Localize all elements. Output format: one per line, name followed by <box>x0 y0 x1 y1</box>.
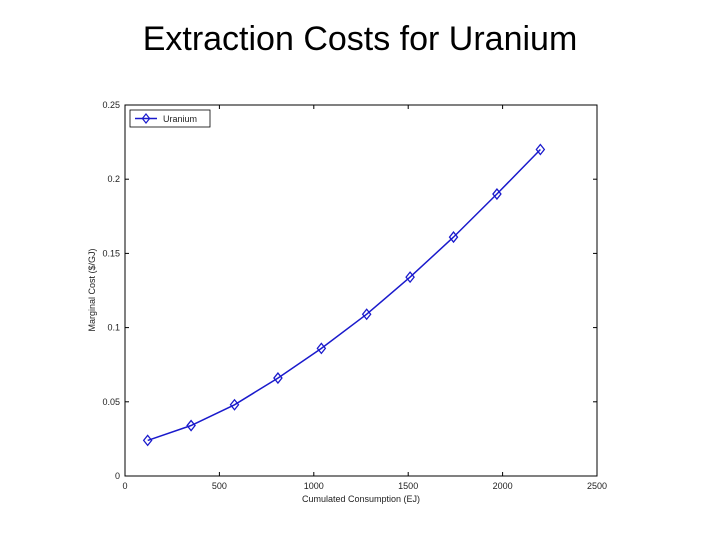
data-point <box>448 231 459 244</box>
y-tick-label: 0.25 <box>102 100 120 110</box>
x-tick-label: 2000 <box>493 481 513 491</box>
data-point <box>405 271 415 284</box>
legend-box <box>129 109 211 128</box>
y-tick-label: 0.05 <box>102 397 120 407</box>
axes <box>124 104 598 477</box>
slide-title: Extraction Costs for Uranium <box>142 20 578 58</box>
y-tick-label: 0.1 <box>107 323 120 333</box>
x-tick-label: 0 <box>122 481 127 491</box>
y-axis-label: Marginal Cost ($/GJ) <box>87 248 97 331</box>
data-point <box>535 143 546 156</box>
legend-label: Uranium <box>163 114 197 124</box>
x-tick-label: 2500 <box>587 481 607 491</box>
x-axis-label: Cumulated Consumption (EJ) <box>302 494 420 504</box>
data-point <box>316 342 327 355</box>
series-layer <box>142 143 546 447</box>
data-point <box>229 398 240 411</box>
legend: Uranium <box>129 109 211 128</box>
y-tick-label: 0.2 <box>107 174 120 184</box>
plot-frame <box>124 104 598 477</box>
y-tick-label: 0 <box>115 471 120 481</box>
data-point <box>186 419 196 432</box>
x-tick-label: 500 <box>212 481 227 491</box>
data-point <box>361 308 372 321</box>
data-point <box>142 434 153 447</box>
x-tick-label: 1500 <box>398 481 418 491</box>
x-tick-label: 1000 <box>304 481 324 491</box>
ticks: 0 500 1000 1500 2000 2500 0 0.05 0.1 0.15 0.2 0.25 <box>102 100 607 491</box>
data-point <box>273 372 283 385</box>
y-tick-label: 0.15 <box>102 248 120 258</box>
data-point <box>492 187 502 201</box>
legend-marker <box>141 113 151 124</box>
series-line-uranium <box>147 148 541 442</box>
